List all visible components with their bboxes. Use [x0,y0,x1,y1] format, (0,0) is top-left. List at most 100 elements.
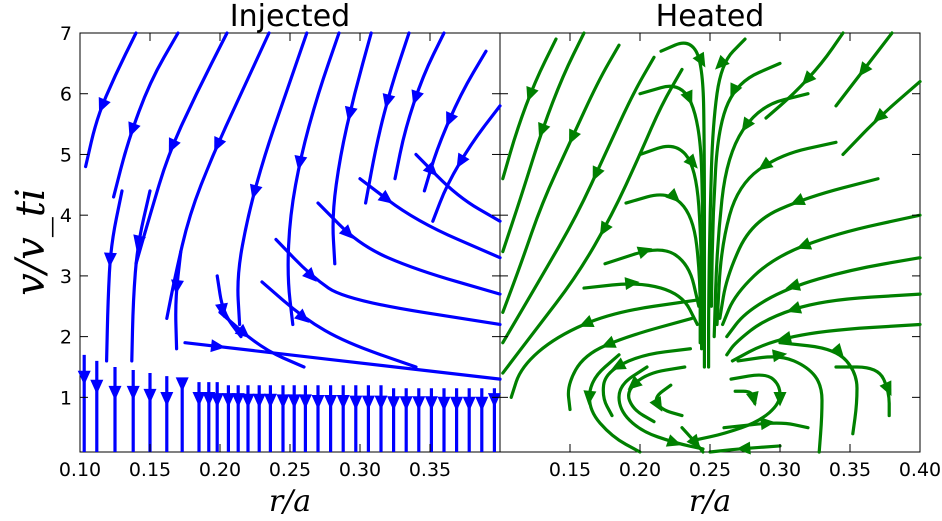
heated-streamline-11 [707,37,747,369]
injected-arrow-v24 [387,396,401,411]
heated-streamline-23 [509,298,698,399]
injected-arrow-1 [128,121,141,138]
injected-arrow-v11 [231,393,245,408]
heated-arrow-10 [624,277,640,291]
heated-arrow-29 [583,390,597,406]
injected-ytick-label-5: 6 [60,84,72,106]
injected-arrow-21 [210,339,226,353]
injected-axis-ticks: 0.10 0.15 0.20 0.25 0.30 0.35 1 2 3 4 5 6 7 [59,23,500,481]
injected-arrow-4 [249,183,263,200]
heated-arrow-19 [858,61,873,77]
heated-arrow-36 [686,433,701,450]
injected-arrow-v21 [349,395,363,410]
heated-arrow-13 [741,116,756,133]
heated-arrow-35 [760,417,776,431]
injected-streamline-11 [105,189,124,363]
injected-arrow-0 [98,96,111,113]
heated-arrow-7 [683,153,698,169]
injected-streamline-21 [183,341,502,381]
injected-arrow-v13 [252,393,266,409]
injected-title: Injected [230,0,350,34]
injected-streamline-7 [364,31,411,205]
heated-streamline-35 [722,421,810,430]
heated-arrow-0 [526,85,539,102]
heated-arrow-17 [785,278,802,291]
heated-arrow-32 [745,390,759,407]
heated-arrow-9 [636,246,653,259]
heated-arrow-34 [879,380,892,397]
heated-arrow-22 [776,330,793,344]
heated-streamline-2 [501,43,621,314]
heated-arrow-33 [829,343,845,359]
injected-streamline-5 [286,31,341,327]
injected-arrow-8 [411,89,424,106]
injected-arrow-13 [171,279,184,295]
injected-ytick-label-0: 1 [60,387,72,409]
injected-arrow-v25 [399,396,413,411]
heated-xtick-label-2: 0.25 [689,459,731,481]
heated-xlabel: r/a [689,484,731,519]
heated-streamline-33 [778,341,859,436]
heated-arrow-11 [715,54,730,70]
injected-arrow-20 [234,323,250,339]
injected-arrow-v10 [221,393,235,408]
injected-arrow-v29 [450,396,464,412]
heated-arrow-6 [680,89,693,106]
heated-arrow-12 [730,82,743,99]
injected-arrow-v27 [424,396,438,411]
y-axis-label: v/v_ti [8,188,54,296]
injected-streamline-4 [236,31,309,327]
injected-arrow-12 [133,234,146,250]
heated-arrow-20 [873,107,889,123]
heated-axis-ticks: 0.15 0.20 0.25 0.30 0.35 0.40 [500,32,941,481]
heated-streamline-29 [587,353,642,454]
heated-arrow-8 [665,187,681,203]
injected-arrow-v30 [462,396,476,412]
heated-streamline-24 [566,316,694,412]
heated-streamline-7 [638,144,704,351]
injected-arrow-5 [294,154,308,171]
injected-arrow-v32 [487,393,501,408]
heated-streamlines [501,31,922,455]
heated-streamline-10 [582,282,699,327]
heated-arrow-2 [569,128,581,145]
heated-streamline-12 [709,61,782,308]
injected-ytick-label-2: 3 [60,266,72,288]
heated-arrow-5 [692,51,706,68]
injected-ytick-label-4: 5 [60,144,72,166]
injected-arrow-14 [215,302,228,319]
heated-arrow-37 [735,441,751,455]
injected-arrow-v2 [108,385,122,401]
injected-arrow-16 [338,224,354,240]
heated-streamline-8 [624,193,702,345]
injected-arrow-v9 [210,393,224,408]
heated-streamline-22 [730,322,922,363]
heated-streamline-16 [721,213,922,327]
heated-xtick-label-3: 0.30 [759,459,801,481]
injected-arrow-v17 [298,394,312,409]
injected-xtick-label-3: 0.25 [269,459,311,481]
heated-streamline-31 [694,373,782,442]
heated-streamline-4 [501,67,684,375]
injected-streamline-15 [274,237,502,327]
injected-streamline-0 [84,31,138,169]
heated-streamline-0 [501,37,558,181]
heated-arrow-28 [665,434,682,447]
heated-streamline-3 [501,55,656,345]
heated-title: Heated [656,0,765,34]
injected-ytick-label-6: 7 [60,23,72,45]
injected-arrow-v6 [175,377,189,392]
injected-arrow-v0 [77,370,91,386]
injected-arrow-10 [456,152,470,169]
injected-arrow-v22 [361,395,375,410]
injected-xtick-label-4: 0.30 [339,459,381,481]
injected-arrow-v7 [192,391,206,407]
heated-streamline-15 [718,177,880,321]
injected-arrow-v18 [311,394,325,410]
heated-arrow-30 [772,349,788,363]
injected-ytick-label-1: 2 [60,327,72,349]
injected-arrow-11 [103,252,117,268]
heated-arrow-3 [592,165,605,182]
injected-arrow-v16 [287,394,301,409]
injected-arrow-17 [377,189,393,204]
